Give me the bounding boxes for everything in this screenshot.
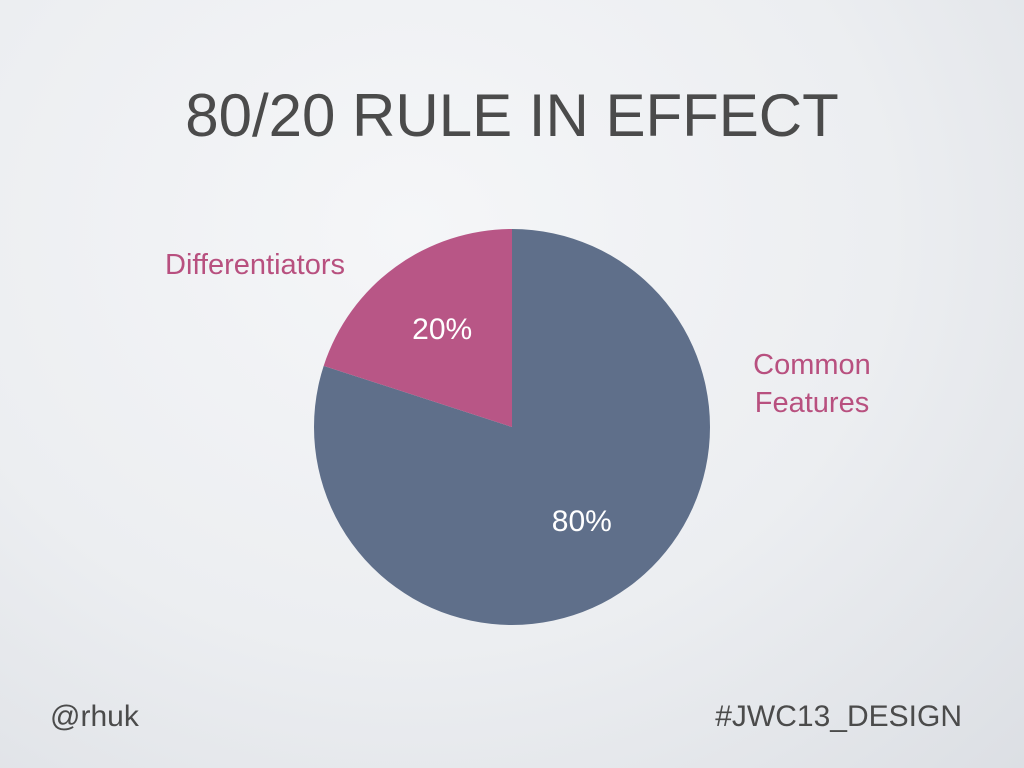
slice-value-label: 80%: [552, 505, 612, 538]
pie-slice: [323, 229, 512, 427]
footer-handle: @rhuk: [50, 700, 139, 733]
chart-title: 80/20 RULE IN EFFECT: [185, 82, 839, 149]
slice-value-label: 20%: [412, 313, 472, 346]
legend-label: Common Features: [753, 349, 871, 419]
legend-label: Differentiators: [165, 249, 345, 281]
footer-hashtag: #JWC13_DESIGN: [715, 700, 962, 733]
